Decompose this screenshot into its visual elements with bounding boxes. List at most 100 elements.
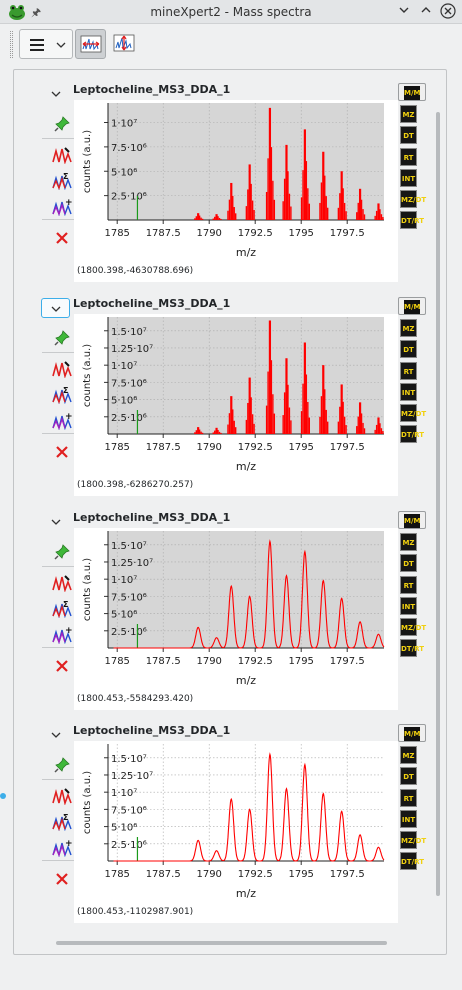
spectrum-plot[interactable]: 1785 1787.5 1790 1792.5 1795 1797.5 2.5·10⁶ 5·1…	[74, 100, 398, 282]
plot-mode-button-mz[interactable]: MZ	[400, 533, 417, 551]
pin-icon[interactable]: 🖈	[31, 6, 42, 19]
window-title: mineXpert2 - Mass spectra	[150, 5, 312, 19]
spectrum-profile-line	[113, 752, 385, 862]
y-tick-label: 7.5·10⁶	[111, 805, 147, 816]
spectrum-color-button[interactable]	[42, 141, 82, 168]
close-spectrum-button[interactable]	[42, 224, 82, 251]
plot-mode-button-mz-dt[interactable]: MZ/DT	[400, 190, 426, 208]
plot-mode-button-dt[interactable]: DT	[400, 554, 417, 572]
plot-mode-button-mz[interactable]: MZ	[400, 105, 417, 123]
plot-mode-button-int[interactable]: INT	[400, 383, 417, 401]
plot-mode-button-mz-dt[interactable]: MZ/DT	[400, 831, 426, 849]
close-button[interactable]	[439, 3, 457, 21]
frog-app-icon[interactable]	[8, 3, 26, 21]
plot-mode-button-mz[interactable]: MZ	[400, 319, 417, 337]
x-tick-label: 1785	[104, 869, 129, 880]
close-spectrum-button[interactable]	[42, 438, 82, 465]
x-axis-label: m/z	[236, 460, 256, 473]
green-pin-icon	[54, 115, 70, 132]
dock-splitter-handle[interactable]	[0, 793, 6, 799]
spectrum-sum-button[interactable]: Σ	[42, 167, 82, 194]
plot-mode-button-mz-dt[interactable]: MZ/DT	[400, 618, 426, 636]
plot-mode-button-mz-dt[interactable]: MZ/DT	[400, 404, 426, 422]
y-tick-label: 1·10⁷	[111, 119, 137, 130]
maximize-button[interactable]	[417, 3, 435, 21]
x-tick-label: 1797.5	[330, 442, 365, 453]
spectrum-add-icon: +	[52, 412, 72, 430]
close-spectrum-button[interactable]	[42, 865, 82, 892]
plot-mode-button-rt[interactable]: RT	[400, 789, 417, 807]
x-tick-label: 1792.5	[238, 656, 273, 667]
plot-mode-button-dt-rt[interactable]: DT/RT	[400, 852, 424, 870]
spectrum-sum-button[interactable]: Σ	[42, 595, 82, 622]
spectrum-color-button[interactable]	[42, 569, 82, 596]
horizontal-scrollbar[interactable]	[56, 941, 387, 945]
plot-mode-button-dt[interactable]: DT	[400, 126, 417, 144]
y-tick-label: 1.25·10⁷	[111, 344, 153, 355]
x-tick-label: 1795	[288, 442, 313, 453]
y-tick-label: 1.25·10⁷	[111, 558, 153, 569]
spectrum-range-button[interactable]	[110, 29, 138, 59]
plot-mode-button-int[interactable]: INT	[400, 169, 417, 187]
pin-spectrum-button[interactable]	[42, 751, 82, 778]
spectrum-panel-3: Leptocheline_MS3_DDA_1 Σ + 1785 1787.5 179…	[28, 509, 428, 719]
spectrum-plot[interactable]: 1785 1787.5 1790 1792.5 1795 1797.5 2.5·10⁶ 5·1…	[74, 314, 398, 496]
pin-spectrum-button[interactable]	[42, 538, 82, 565]
plot-mode-button-dt-rt[interactable]: DT/RT	[400, 211, 424, 229]
plot-mode-button-m-m[interactable]: M/M	[398, 83, 426, 101]
x-tick-label: 1785	[104, 228, 129, 239]
plot-mode-button-dt[interactable]: DT	[400, 767, 417, 785]
spectrum-color-button[interactable]	[42, 355, 82, 382]
vertical-scrollbar[interactable]	[436, 112, 440, 896]
spectrum-color-button[interactable]	[42, 782, 82, 809]
x-tick-label: 1795	[288, 228, 313, 239]
spectrum-panel-2: Leptocheline_MS3_DDA_1 Σ + 1785 1787.5 179…	[28, 295, 428, 505]
spectrum-sum-button[interactable]: Σ	[42, 381, 82, 408]
toolbar-drag-handle[interactable]	[10, 31, 13, 58]
close-spectrum-button[interactable]	[42, 652, 82, 679]
spectrum-add-button[interactable]: +	[42, 193, 82, 220]
collapse-button[interactable]	[41, 298, 70, 318]
x-tick-label: 1797.5	[330, 656, 365, 667]
spectrum-sum-button[interactable]: Σ	[42, 808, 82, 835]
plot-mode-button-rt[interactable]: RT	[400, 362, 417, 380]
spectrum-profile-line	[113, 539, 385, 649]
spectrum-plot[interactable]: 1785 1787.5 1790 1792.5 1795 1797.5 2.5·10⁶ 5·1…	[74, 741, 398, 923]
red-close-icon	[56, 231, 68, 244]
spectrum-add-button[interactable]: +	[42, 834, 82, 861]
green-pin-icon	[54, 543, 70, 560]
spectrum-series	[194, 320, 384, 434]
spectrum-add-button[interactable]: +	[42, 407, 82, 434]
plot-mode-button-m-m[interactable]: M/M	[398, 724, 426, 742]
svg-text:Σ: Σ	[63, 386, 68, 395]
y-tick-label: 7.5·10⁶	[111, 592, 147, 603]
plot-mode-button-int[interactable]: INT	[400, 810, 417, 828]
pin-spectrum-button[interactable]	[42, 324, 82, 351]
plot-mode-button-dt-rt[interactable]: DT/RT	[400, 425, 424, 443]
svg-text:+: +	[65, 412, 72, 422]
y-tick-label: 2.5·10⁶	[111, 413, 147, 424]
plot-mode-button-mz[interactable]: MZ	[400, 746, 417, 764]
y-axis-label: counts (a.u.)	[82, 771, 93, 834]
minimize-button[interactable]	[395, 3, 413, 21]
collapse-button[interactable]	[41, 84, 70, 104]
spectrum-add-button[interactable]: +	[42, 621, 82, 648]
collapse-button[interactable]	[41, 725, 70, 745]
mode-icon-label: M/M	[404, 300, 421, 314]
plot-mode-button-rt[interactable]: RT	[400, 576, 417, 594]
y-axis-label: counts (a.u.)	[82, 344, 93, 407]
spectrum-plot[interactable]: 1785 1787.5 1790 1792.5 1795 1797.5 2.5·10⁶ 5·1…	[74, 528, 398, 710]
svg-text:Σ: Σ	[63, 172, 68, 181]
spectrum-zoom-button[interactable]	[75, 29, 106, 59]
collapse-button[interactable]	[41, 512, 70, 532]
main-menu-button[interactable]	[19, 29, 73, 59]
pin-spectrum-button[interactable]	[42, 110, 82, 137]
plot-mode-button-int[interactable]: INT	[400, 597, 417, 615]
plot-mode-button-dt-rt[interactable]: DT/RT	[400, 639, 424, 657]
plot-mode-button-m-m[interactable]: M/M	[398, 297, 426, 315]
cursor-coordinates: (1800.453,-1102987.901)	[77, 907, 194, 917]
plot-mode-button-dt[interactable]: DT	[400, 340, 417, 358]
plot-mode-button-m-m[interactable]: M/M	[398, 511, 426, 529]
svg-text:+: +	[65, 198, 72, 208]
plot-mode-button-rt[interactable]: RT	[400, 148, 417, 166]
